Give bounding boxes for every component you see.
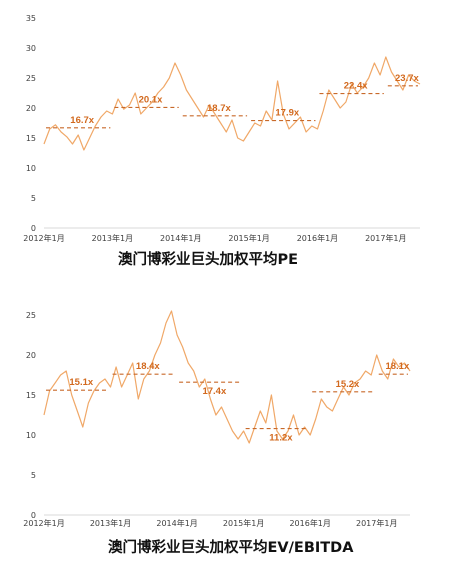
pe-x-tick-label: 2017年1月 [365,233,406,243]
pe-average-label: 22.4x [344,81,368,92]
ev-ebitda-chart-title: 澳门博彩业巨头加权平均EV/EBITDA [108,538,354,556]
ev-ebitda-y-tick-label: 0 [31,511,36,520]
pe-x-tick-label: 2012年1月 [23,233,64,243]
pe-y-tick-label: 20 [26,104,36,113]
pe-average-label: 23.7x [395,73,419,84]
pe-average-label: 20.1x [139,94,163,105]
pe-average-label: 18.7x [207,103,231,114]
ev-ebitda-x-tick-label: 2013年1月 [90,518,131,528]
pe-average-label: 16.7x [70,115,94,126]
ev-ebitda-chart: 0 5 10 15 20 25 2012年1月 2013年1月 2014年1月 2015年1月 20… [0,285,454,561]
pe-average-label: 17.9x [275,108,299,119]
ev-ebitda-x-tick-label: 2016年1月 [289,518,330,528]
ev-ebitda-y-tick-label: 10 [26,431,36,440]
ev-ebitda-y-tick-label: 25 [26,311,36,320]
ev-ebitda-y-tick-label: 5 [31,471,36,480]
ev-ebitda-x-tick-label: 2012年1月 [23,518,64,528]
ev-ebitda-x-tick-label: 2015年1月 [223,518,264,528]
pe-y-tick-label: 30 [26,44,36,53]
ev-ebitda-chart-svg: 0 5 10 15 20 25 2012年1月 2013年1月 2014年1月 2015年1月 20… [23,310,411,556]
ev-ebitda-average-label: 18.4x [136,361,160,372]
ev-ebitda-y-tick-label: 20 [26,351,36,360]
ev-ebitda-average-label: 17.4x [202,386,226,397]
ev-ebitda-average-label: 11.2x [269,433,293,444]
pe-x-tick-label: 2016年1月 [297,233,338,243]
pe-x-tick-label: 2013年1月 [92,233,133,243]
pe-y-tick-label: 5 [31,194,36,203]
ev-ebitda-average-label: 15.1x [69,377,93,388]
pe-y-tick-label: 0 [31,224,36,233]
ev-ebitda-average-label: 18.1x [385,361,409,372]
pe-y-tick-label: 25 [26,74,36,83]
pe-chart: 0 5 10 15 20 25 30 35 2012年1月 2013年1月 2014年1月 2015年… [23,14,421,268]
ev-ebitda-average-label: 15.2x [336,379,360,390]
pe-y-tick-label: 10 [26,164,36,173]
ev-ebitda-x-tick-label: 2017年1月 [356,518,397,528]
ev-ebitda-y-tick-label: 15 [26,391,36,400]
ev-ebitda-x-tick-label: 2014年1月 [156,518,197,528]
pe-chart-svg: 0 5 10 15 20 25 30 35 2012年1月 2013年1月 2014年1月 2015年… [23,14,421,268]
pe-chart-title: 澳门博彩业巨头加权平均PE [118,250,298,268]
pe-x-tick-label: 2015年1月 [228,233,269,243]
ev-ebitda-series-line [43,310,411,444]
pe-series-line [43,56,421,151]
pe-y-tick-label: 35 [26,14,36,23]
pe-y-tick-label: 15 [26,134,36,143]
pe-x-tick-label: 2014年1月 [160,233,201,243]
